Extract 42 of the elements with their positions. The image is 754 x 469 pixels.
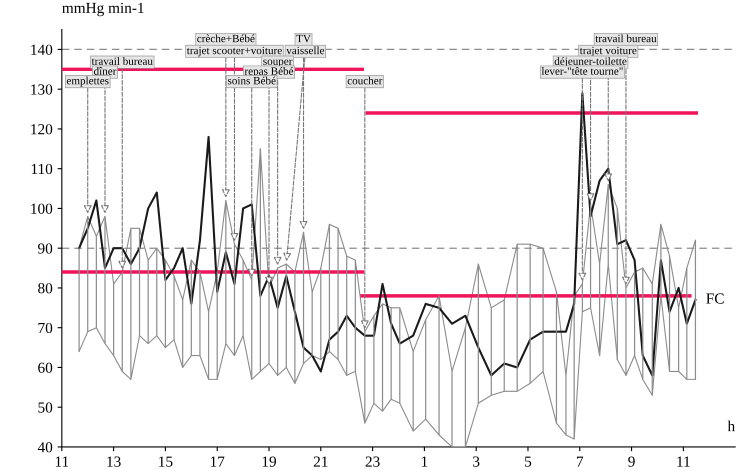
annotation: emplettes [66,76,109,87]
x-tick-label: 11 [677,456,690,467]
x-tick-label: 1 [422,456,428,467]
annotation: travail bureau [92,57,153,65]
x-tick-label: 3 [473,456,480,467]
y-tick-label: 60 [38,362,52,373]
annotation: dîner [94,67,116,75]
annotation: déjeuner-toilette [554,57,626,68]
annotation: coucher [348,76,382,84]
x-tick-label: 23 [366,456,380,467]
y-tick-label: 130 [31,84,52,95]
y-tick-label: 70 [38,322,52,334]
annotation: souper [263,60,292,68]
y-tick-label: 90 [38,243,52,254]
annotation: soins Bébé [228,76,276,84]
x-tick-label: 21 [314,456,328,467]
x-tick-label: 5 [525,456,532,467]
y-tick-label: 140 [31,44,52,55]
y-tick-label: 40 [38,442,52,452]
y-tick-label: 100 [31,204,52,214]
x-tick-label: 13 [107,456,121,467]
annotation: lever-"tête tourne" [542,67,623,75]
annotation: trajet voiture [580,46,636,56]
annotation: repas Bébé [244,67,294,78]
x-tick-label: 19 [262,456,276,467]
x-tick-label: 15 [159,456,172,467]
annotation: travail bureau [595,34,656,42]
y-axis-title: mmHg min-1 [62,2,144,16]
y-tick-label: 50 [38,402,52,413]
y-tick-label: 80 [38,283,52,294]
x-tick-label: 9 [628,456,635,467]
series-label: FC [706,293,724,304]
annotation: crèche+Bébé [197,34,254,42]
x-tick-label: 7 [576,456,584,467]
x-tick-label: 17 [210,456,224,467]
annotation: TV [296,34,311,42]
x-tick-label: 11 [56,456,68,467]
y-tick-label: 120 [31,124,52,134]
x-axis-title: h [728,420,735,432]
y-tick-label: 110 [32,164,52,174]
annotation: trajet scooter+voiture [186,46,282,56]
annotation: vaisselle [286,46,324,54]
